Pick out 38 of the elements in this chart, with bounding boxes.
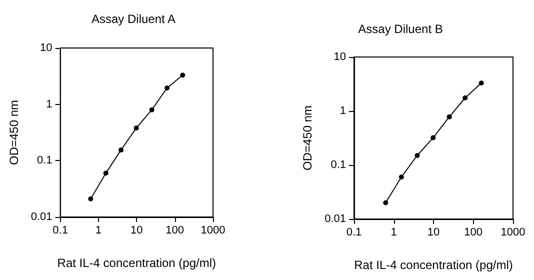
point — [398, 174, 404, 180]
point — [478, 80, 484, 86]
chart-title: Assay Diluent B — [358, 22, 443, 36]
y-tick-label: 0.01 — [30, 211, 52, 223]
point — [118, 147, 124, 152]
point — [383, 200, 388, 206]
y-tick-label: 0.1 — [37, 154, 52, 167]
point — [430, 135, 436, 140]
x-tick-label: 10 — [427, 226, 440, 238]
y-axis-title: OD=450 nm — [7, 100, 21, 166]
y-tick-label: 0.01 — [324, 213, 346, 225]
x-tick-label: 100 — [166, 224, 184, 236]
point — [164, 85, 170, 90]
y-tick-label: 10 — [334, 51, 346, 63]
x-axis-title: Rat IL-4 concentration (pg/ml) — [354, 258, 513, 272]
y-tick-label: 0.1 — [330, 159, 346, 171]
y-axis-title: OD=450 nm — [300, 105, 315, 171]
point — [88, 196, 94, 202]
point — [180, 72, 186, 78]
x-tick-label: 0.1 — [346, 226, 362, 238]
x-tick-label: 1 — [95, 224, 102, 236]
point — [446, 114, 452, 120]
x-tick-label: 10 — [130, 224, 143, 236]
point — [414, 152, 420, 158]
y-tick-label: 1 — [46, 98, 52, 110]
point — [462, 95, 468, 100]
point — [149, 107, 154, 112]
x-tick-label: 100 — [464, 226, 482, 238]
point — [134, 126, 139, 131]
x-tick-label: 0.1 — [52, 224, 68, 236]
point — [103, 170, 108, 176]
x-tick-label: 1 — [390, 226, 397, 238]
x-tick-label: 1000 — [500, 226, 526, 238]
y-tick-label: 1 — [340, 105, 346, 117]
y-tick-label: 10 — [40, 42, 52, 54]
x-axis-title: Rat IL-4 concentration (pg/ml) — [57, 256, 216, 270]
x-tick-label: 1000 — [200, 224, 226, 236]
chart-title: Assay Diluent A — [91, 12, 176, 26]
